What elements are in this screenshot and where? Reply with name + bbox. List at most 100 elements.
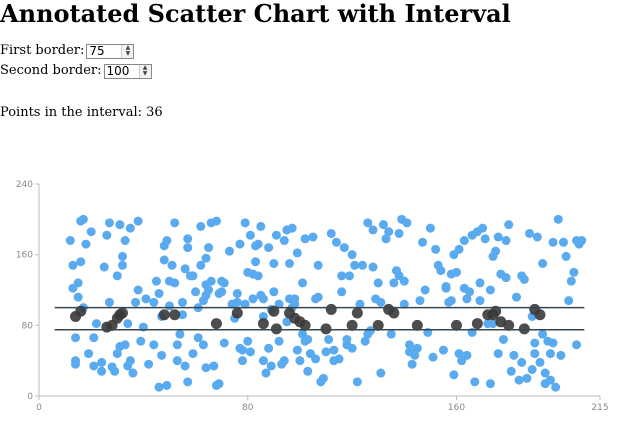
scatter-point[interactable]	[284, 259, 294, 268]
scatter-point[interactable]	[347, 250, 357, 260]
scatter-point[interactable]	[240, 218, 250, 228]
scatter-point[interactable]	[402, 218, 412, 228]
scatter-point[interactable]	[506, 366, 516, 376]
scatter-point[interactable]	[201, 363, 211, 373]
scatter-point[interactable]	[491, 246, 501, 256]
scatter-point[interactable]	[365, 326, 375, 336]
scatter-point[interactable]	[287, 223, 297, 233]
scatter-point[interactable]	[201, 253, 211, 263]
scatter-point[interactable]	[279, 356, 289, 366]
scatter-point[interactable]	[303, 334, 313, 344]
scatter-point[interactable]	[577, 236, 587, 246]
scatter-point[interactable]	[89, 333, 99, 343]
interval-point[interactable]	[268, 305, 280, 317]
scatter-point[interactable]	[334, 354, 344, 364]
scatter-point[interactable]	[102, 230, 112, 240]
scatter-point[interactable]	[248, 294, 258, 304]
scatter-point[interactable]	[545, 375, 555, 385]
scatter-point[interactable]	[522, 373, 532, 383]
scatter-point[interactable]	[538, 329, 548, 339]
interval-point[interactable]	[503, 319, 515, 331]
scatter-point[interactable]	[425, 223, 435, 233]
scatter-point[interactable]	[76, 257, 86, 267]
scatter-point[interactable]	[224, 246, 234, 256]
scatter-point[interactable]	[125, 356, 135, 366]
scatter-point[interactable]	[258, 294, 268, 304]
scatter-point[interactable]	[81, 239, 91, 249]
spin-down-icon[interactable]: ▼	[142, 70, 148, 77]
scatter-point[interactable]	[274, 336, 284, 346]
scatter-point[interactable]	[339, 243, 349, 253]
scatter-point[interactable]	[204, 285, 214, 295]
scatter-point[interactable]	[104, 218, 114, 228]
scatter-point[interactable]	[123, 319, 133, 329]
scatter-point[interactable]	[191, 287, 201, 297]
scatter-point[interactable]	[532, 232, 542, 242]
scatter-point[interactable]	[292, 248, 302, 258]
scatter-point[interactable]	[446, 296, 456, 306]
scatter-point[interactable]	[498, 334, 508, 344]
scatter-point[interactable]	[91, 319, 101, 329]
scatter-point[interactable]	[298, 278, 308, 288]
scatter-point[interactable]	[300, 234, 310, 244]
scatter-point[interactable]	[548, 237, 558, 247]
scatter-point[interactable]	[206, 276, 216, 286]
scatter-point[interactable]	[394, 228, 404, 238]
scatter-point[interactable]	[86, 227, 96, 237]
scatter-point[interactable]	[345, 271, 355, 281]
scatter-point[interactable]	[368, 225, 378, 235]
scatter-point[interactable]	[517, 357, 527, 367]
scatter-point[interactable]	[329, 345, 339, 355]
scatter-point[interactable]	[501, 273, 511, 283]
scatter-point[interactable]	[337, 287, 347, 297]
scatter-point[interactable]	[245, 347, 255, 357]
scatter-point[interactable]	[149, 297, 159, 307]
scatter-point[interactable]	[112, 349, 122, 359]
interval-point[interactable]	[75, 305, 87, 317]
scatter-point[interactable]	[266, 361, 276, 371]
scatter-point[interactable]	[358, 260, 368, 270]
scatter-point[interactable]	[68, 260, 78, 270]
interval-point[interactable]	[116, 307, 128, 319]
scatter-point[interactable]	[154, 289, 164, 299]
scatter-point[interactable]	[217, 287, 227, 297]
scatter-point[interactable]	[251, 257, 261, 267]
scatter-point[interactable]	[144, 359, 154, 369]
scatter-point[interactable]	[253, 239, 263, 249]
scatter-point[interactable]	[120, 236, 130, 246]
scatter-point[interactable]	[188, 271, 198, 281]
scatter-point[interactable]	[488, 319, 498, 329]
interval-point[interactable]	[346, 319, 358, 331]
scatter-point[interactable]	[376, 297, 386, 307]
scatter-point[interactable]	[198, 340, 208, 350]
scatter-point[interactable]	[167, 260, 177, 270]
scatter-point[interactable]	[120, 340, 130, 350]
scatter-point[interactable]	[183, 377, 193, 387]
scatter-point[interactable]	[84, 349, 94, 359]
scatter-point[interactable]	[561, 251, 571, 261]
scatter-point[interactable]	[274, 299, 284, 309]
scatter-point[interactable]	[196, 221, 206, 231]
scatter-point[interactable]	[71, 333, 81, 343]
interval-point[interactable]	[158, 309, 170, 321]
scatter-point[interactable]	[141, 294, 151, 304]
spin-down-icon[interactable]: ▼	[125, 50, 131, 57]
scatter-point[interactable]	[475, 278, 485, 288]
scatter-point[interactable]	[399, 276, 409, 286]
scatter-point[interactable]	[459, 236, 469, 246]
scatter-point[interactable]	[133, 216, 143, 226]
scatter-point[interactable]	[235, 239, 245, 249]
scatter-point[interactable]	[504, 220, 514, 230]
scatter-point[interactable]	[556, 350, 566, 360]
second-border-input[interactable]: 100 ▲ ▼	[103, 63, 152, 79]
scatter-point[interactable]	[204, 243, 214, 253]
scatter-point[interactable]	[462, 294, 472, 304]
scatter-point[interactable]	[125, 223, 135, 233]
scatter-point[interactable]	[548, 338, 558, 348]
scatter-point[interactable]	[313, 260, 323, 270]
interval-point[interactable]	[325, 303, 337, 315]
scatter-point[interactable]	[292, 345, 302, 355]
second-border-spinner[interactable]: ▲ ▼	[138, 64, 151, 78]
scatter-point[interactable]	[136, 336, 146, 346]
scatter-point[interactable]	[324, 334, 334, 344]
